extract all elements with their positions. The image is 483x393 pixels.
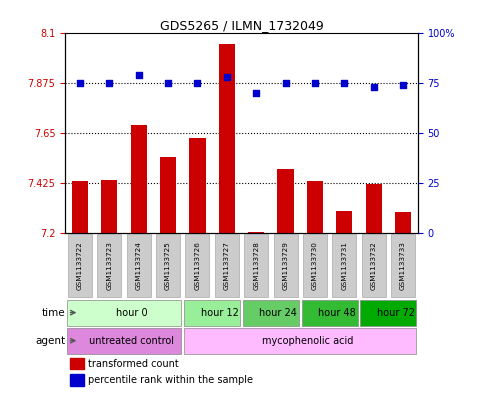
Text: GSM1133723: GSM1133723 bbox=[106, 241, 112, 290]
Bar bbox=[130, 125, 147, 233]
Text: GSM1133731: GSM1133731 bbox=[341, 241, 347, 290]
Bar bbox=[101, 180, 117, 233]
FancyBboxPatch shape bbox=[215, 234, 239, 297]
Text: GSM1133726: GSM1133726 bbox=[195, 241, 200, 290]
Text: agent: agent bbox=[36, 336, 66, 346]
Bar bbox=[336, 211, 353, 233]
Title: GDS5265 / ILMN_1732049: GDS5265 / ILMN_1732049 bbox=[159, 19, 324, 32]
Point bbox=[282, 80, 289, 86]
Text: untreated control: untreated control bbox=[89, 336, 174, 346]
Bar bbox=[71, 358, 84, 369]
Point bbox=[370, 84, 378, 90]
Text: GSM1133732: GSM1133732 bbox=[371, 241, 377, 290]
FancyBboxPatch shape bbox=[303, 234, 327, 297]
Text: GSM1133725: GSM1133725 bbox=[165, 241, 171, 290]
Bar bbox=[219, 44, 235, 233]
FancyBboxPatch shape bbox=[97, 234, 121, 297]
Point bbox=[399, 82, 407, 88]
FancyBboxPatch shape bbox=[67, 300, 181, 325]
Bar bbox=[189, 138, 205, 233]
FancyBboxPatch shape bbox=[391, 234, 415, 297]
FancyBboxPatch shape bbox=[185, 234, 210, 297]
Text: time: time bbox=[42, 308, 66, 318]
Text: GSM1133722: GSM1133722 bbox=[77, 241, 83, 290]
Bar bbox=[72, 181, 88, 233]
FancyBboxPatch shape bbox=[362, 234, 386, 297]
FancyBboxPatch shape bbox=[302, 300, 357, 325]
FancyBboxPatch shape bbox=[156, 234, 180, 297]
Text: GSM1133729: GSM1133729 bbox=[283, 241, 288, 290]
Point bbox=[223, 74, 231, 81]
FancyBboxPatch shape bbox=[184, 328, 416, 354]
Bar bbox=[395, 212, 411, 233]
Text: GSM1133724: GSM1133724 bbox=[136, 241, 142, 290]
Text: transformed count: transformed count bbox=[88, 359, 179, 369]
FancyBboxPatch shape bbox=[68, 234, 92, 297]
Text: percentile rank within the sample: percentile rank within the sample bbox=[88, 375, 253, 385]
Point bbox=[164, 80, 172, 86]
Point bbox=[252, 90, 260, 96]
Point bbox=[76, 80, 84, 86]
FancyBboxPatch shape bbox=[273, 234, 298, 297]
Text: mycophenolic acid: mycophenolic acid bbox=[262, 336, 353, 346]
FancyBboxPatch shape bbox=[360, 300, 416, 325]
Point bbox=[341, 80, 348, 86]
Point bbox=[105, 80, 113, 86]
FancyBboxPatch shape bbox=[243, 300, 299, 325]
Point bbox=[311, 80, 319, 86]
Text: GSM1133727: GSM1133727 bbox=[224, 241, 230, 290]
Text: GSM1133728: GSM1133728 bbox=[253, 241, 259, 290]
Text: hour 0: hour 0 bbox=[115, 308, 147, 318]
Bar bbox=[160, 156, 176, 233]
Text: hour 12: hour 12 bbox=[200, 308, 239, 318]
Bar bbox=[248, 232, 264, 233]
Bar bbox=[366, 184, 382, 233]
Bar bbox=[278, 169, 294, 233]
Point bbox=[194, 80, 201, 86]
Text: GSM1133730: GSM1133730 bbox=[312, 241, 318, 290]
FancyBboxPatch shape bbox=[332, 234, 356, 297]
FancyBboxPatch shape bbox=[67, 328, 181, 354]
Text: hour 72: hour 72 bbox=[377, 308, 415, 318]
Bar bbox=[307, 181, 323, 233]
FancyBboxPatch shape bbox=[127, 234, 151, 297]
Text: GSM1133733: GSM1133733 bbox=[400, 241, 406, 290]
Text: hour 24: hour 24 bbox=[259, 308, 297, 318]
Text: hour 48: hour 48 bbox=[318, 308, 356, 318]
FancyBboxPatch shape bbox=[244, 234, 268, 297]
FancyBboxPatch shape bbox=[184, 300, 240, 325]
Point bbox=[135, 72, 142, 79]
Bar bbox=[71, 375, 84, 386]
